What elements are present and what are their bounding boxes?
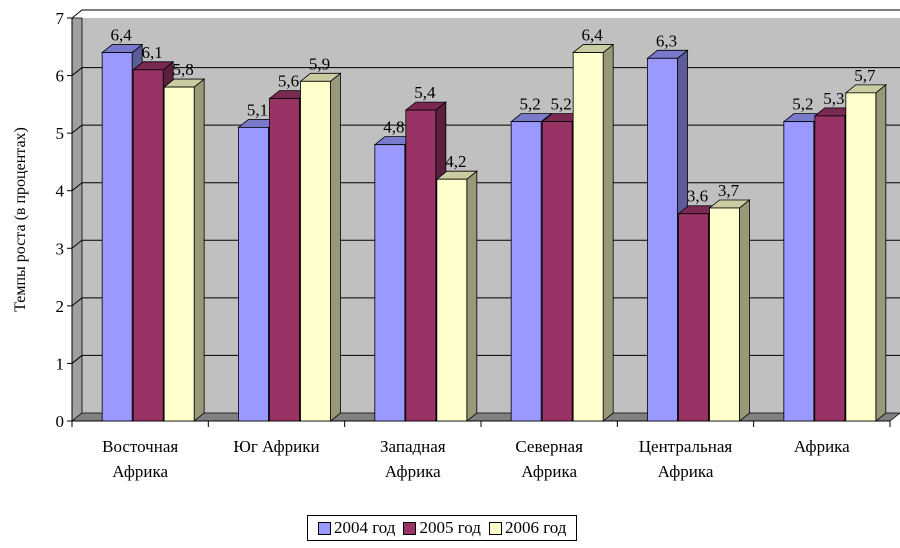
gridline [71,354,900,364]
y-axis-title: Темпы роста (в процентах) [12,127,29,312]
data-label: 6,1 [142,43,163,62]
legend-swatch-2006 [488,521,502,535]
bar [132,69,164,422]
x-tick-label: Центральная [639,437,733,456]
bar-side [875,84,887,422]
gridline [71,124,900,134]
data-label: 4,2 [445,152,466,171]
y-tick-label: 0 [56,412,65,431]
data-label: 5,9 [309,54,330,73]
y-tick-label: 5 [56,124,65,143]
gridline [71,67,900,76]
data-label: 6,4 [111,26,133,45]
bar [845,92,877,422]
data-label: 5,3 [823,89,844,108]
y-tick-label: 6 [56,67,65,86]
data-label: 5,7 [854,66,876,85]
gridline [71,297,900,307]
bar [300,80,331,422]
bar [374,144,406,422]
data-label: 6,4 [582,26,604,45]
bar [436,178,468,422]
y-tick-label: 1 [56,354,65,373]
data-label: 5,8 [173,60,194,79]
x-tick-label: Юг Африки [233,437,319,456]
gridline [71,9,900,19]
legend-label-2005: 2005 год [419,518,481,537]
bar-side [193,78,205,422]
y-tick-label: 7 [56,9,65,28]
legend-item-2004: 2004 год [318,518,395,538]
legend-label-2006: 2006 год [504,518,567,537]
bar [572,52,604,422]
bar-side [602,43,614,422]
bar [541,121,573,422]
bar-side [466,170,478,422]
x-tick-label: Африка [794,437,850,456]
data-label: 4,8 [383,118,404,137]
data-label: 5,2 [792,95,813,114]
bar [678,213,709,422]
data-label: 5,4 [414,83,436,102]
legend: 2004 год 2005 год 2006 год [307,515,578,541]
data-label: 6,3 [656,31,677,50]
bar [405,109,437,422]
y-tick-label: 2 [56,297,65,316]
x-tick-label: Западная [380,437,446,456]
bar [709,207,740,422]
legend-swatch-2005 [403,521,417,535]
x-tick-label: Африка [112,462,168,481]
y-tick-label: 4 [56,182,65,201]
bar [163,86,195,422]
bar [647,57,678,422]
gridline [71,182,900,192]
y-tick-label: 3 [56,239,65,258]
legend-item-2005: 2005 год [403,518,481,538]
data-label: 5,6 [278,72,299,91]
legend-label-2004: 2004 год [334,518,396,537]
gridline [71,239,900,249]
plot-side-wall [71,17,83,422]
x-tick-label: Восточная [102,437,178,456]
plot-back-wall [82,18,900,413]
legend-item-2006: 2006 год [488,518,567,538]
data-label: 3,7 [718,181,740,200]
bar [269,98,300,422]
bar-side [739,199,750,422]
data-label: 5,2 [551,95,572,114]
bar [101,52,133,422]
x-tick-label: Северная [515,437,583,456]
data-label: 5,2 [520,95,541,114]
x-tick-label: Африка [385,462,441,481]
bar-side [330,72,341,422]
x-tick-label: Африка [658,462,714,481]
x-tick-label: Африка [521,462,577,481]
bar [783,121,815,422]
bar [510,121,542,422]
data-label: 3,6 [687,187,708,206]
data-label: 5,1 [247,100,268,119]
bar [814,115,846,422]
legend-swatch-2004 [318,521,331,535]
bar [238,126,269,422]
